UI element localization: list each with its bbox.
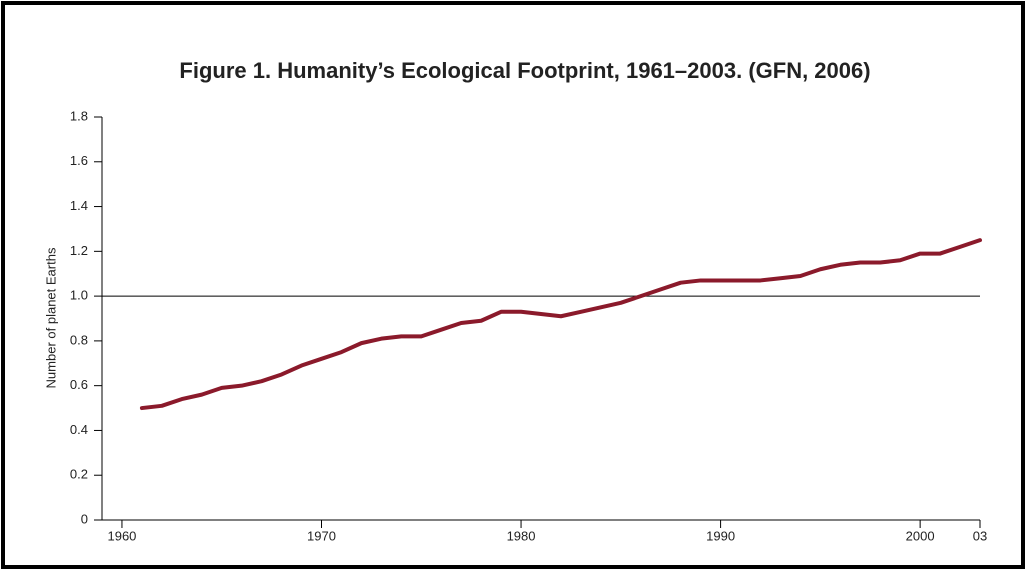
x-tick-label: 1980 (507, 528, 536, 543)
chart-title: Figure 1. Humanity’s Ecological Footprin… (179, 58, 870, 83)
y-tick-label: 1.4 (70, 198, 88, 213)
y-tick-label: 1.8 (70, 108, 88, 123)
data-line (139, 238, 982, 411)
x-tick-label: 03 (973, 528, 987, 543)
x-tick-label: 2000 (906, 528, 935, 543)
y-tick-label: 0.8 (70, 332, 88, 347)
y-tick-label: 0.2 (70, 467, 88, 482)
y-tick-label: 0.6 (70, 377, 88, 392)
x-tick-label: 1990 (706, 528, 735, 543)
y-tick-label: 0.4 (70, 422, 88, 437)
y-tick-label: 1.2 (70, 243, 88, 258)
y-tick-label: 0 (81, 511, 88, 526)
y-tick-label: 1.6 (70, 153, 88, 168)
x-tick-label: 1960 (107, 528, 136, 543)
y-axis-label: Number of planet Earths (43, 247, 58, 388)
y-tick-label: 1.0 (70, 288, 88, 303)
x-tick-label: 1970 (307, 528, 336, 543)
